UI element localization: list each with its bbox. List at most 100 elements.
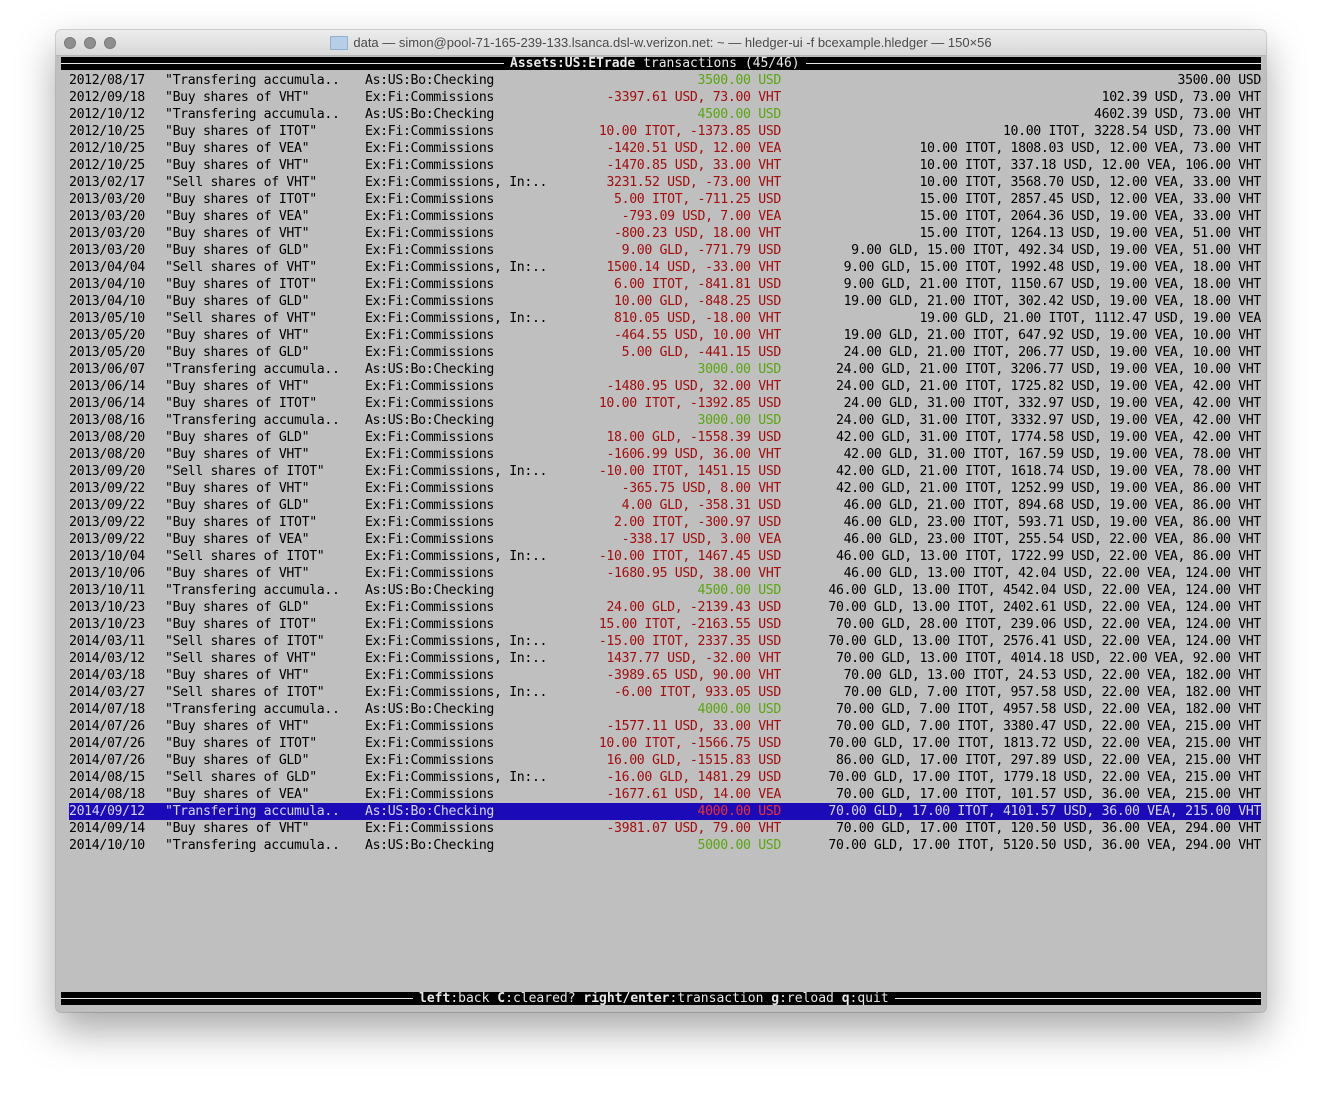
table-row[interactable]: 2012/08/17 "Transfering accumula.. As:US:B…: [61, 72, 1261, 89]
table-row[interactable]: 2013/03/20 "Buy shares of ITOT" Ex:Fi:Comm…: [61, 191, 1261, 208]
row-cells: 2014/10/10 "Transfering accumula.. As:US:B…: [69, 837, 1261, 854]
cell-account: As:US:Bo:Checking: [365, 413, 495, 428]
table-row[interactable]: 2013/04/04 "Sell shares of VHT" Ex:Fi:Comm…: [61, 259, 1261, 276]
table-row[interactable]: 2013/04/10 "Buy shares of GLD" Ex:Fi:Commi…: [61, 293, 1261, 310]
table-row[interactable]: 2013/05/20 "Buy shares of VHT" Ex:Fi:Commi…: [61, 327, 1261, 344]
row-cells: 2013/03/20 "Buy shares of VHT" Ex:Fi:Commi…: [69, 225, 1261, 242]
table-row[interactable]: 2012/10/25 "Buy shares of VHT" Ex:Fi:Commi…: [61, 157, 1261, 174]
table-row[interactable]: 2013/10/23 "Buy shares of ITOT" Ex:Fi:Comm…: [61, 616, 1261, 633]
table-row[interactable]: 2013/10/06 "Buy shares of VHT" Ex:Fi:Commi…: [61, 565, 1261, 582]
table-row[interactable]: 2014/03/18 "Buy shares of VHT" Ex:Fi:Commi…: [61, 667, 1261, 684]
title-bar: data — simon@pool-71-165-239-133.lsanca.…: [56, 30, 1266, 56]
row-cells: 2014/03/12 "Sell shares of VHT" Ex:Fi:Comm…: [69, 650, 1261, 667]
table-row[interactable]: 2013/10/04 "Sell shares of ITOT" Ex:Fi:Com…: [61, 548, 1261, 565]
table-row[interactable]: 2013/05/10 "Sell shares of VHT" Ex:Fi:Comm…: [61, 310, 1261, 327]
table-row[interactable]: 2013/09/22 "Buy shares of ITOT" Ex:Fi:Comm…: [61, 514, 1261, 531]
cell-date: 2013/05/10: [69, 311, 145, 326]
table-row[interactable]: 2013/05/20 "Buy shares of GLD" Ex:Fi:Commi…: [61, 344, 1261, 361]
minimize-button[interactable]: [84, 37, 96, 49]
cell-date: 2013/10/23: [69, 600, 145, 615]
table-row[interactable]: 2013/06/14 "Buy shares of VHT" Ex:Fi:Commi…: [61, 378, 1261, 395]
cell-date: 2013/06/14: [69, 396, 145, 411]
cell-account: Ex:Fi:Commissions: [365, 566, 495, 581]
table-row[interactable]: 2014/07/26 "Buy shares of ITOT" Ex:Fi:Comm…: [61, 735, 1261, 752]
zoom-button[interactable]: [104, 37, 116, 49]
table-row[interactable]: 2013/10/11 "Transfering accumula.. As:US:B…: [61, 582, 1261, 599]
cell-balance: 70.00 GLD, 17.00 ITOT, 5120.50 USD, 36.0…: [828, 838, 1261, 853]
terminal-screen[interactable]: Assets:US:ETrade transactions (45/46) 20…: [61, 57, 1261, 1007]
table-row[interactable]: 2013/09/22 "Buy shares of GLD" Ex:Fi:Commi…: [61, 497, 1261, 514]
cell-amount: 10.00 ITOT, -1566.75 USD: [598, 736, 781, 751]
table-row[interactable]: 2014/03/11 "Sell shares of ITOT" Ex:Fi:Com…: [61, 633, 1261, 650]
close-button[interactable]: [64, 37, 76, 49]
table-row[interactable]: 2013/03/20 "Buy shares of VHT" Ex:Fi:Commi…: [61, 225, 1261, 242]
table-row[interactable]: 2012/10/25 "Buy shares of ITOT" Ex:Fi:Comm…: [61, 123, 1261, 140]
cell-account: Ex:Fi:Commissions: [365, 243, 495, 258]
row-gutter: [61, 565, 69, 582]
cell-date: 2013/08/20: [69, 430, 145, 445]
table-row[interactable]: 2014/07/26 "Buy shares of GLD" Ex:Fi:Commi…: [61, 752, 1261, 769]
table-row[interactable]: 2013/08/16 "Transfering accumula.. As:US:B…: [61, 412, 1261, 429]
table-row[interactable]: 2013/06/14 "Buy shares of ITOT" Ex:Fi:Comm…: [61, 395, 1261, 412]
cell-balance: 46.00 GLD, 21.00 ITOT, 894.68 USD, 19.00…: [843, 498, 1261, 513]
table-row[interactable]: 2013/09/22 "Buy shares of VHT" Ex:Fi:Commi…: [61, 480, 1261, 497]
table-row[interactable]: 2013/02/17 "Sell shares of VHT" Ex:Fi:Comm…: [61, 174, 1261, 191]
cell-account: Ex:Fi:Commissions, In:..: [365, 651, 548, 666]
cell-account: Ex:Fi:Commissions: [365, 736, 495, 751]
row-gutter: [61, 752, 69, 769]
row-cells: 2012/10/12 "Transfering accumula.. As:US:B…: [69, 106, 1261, 123]
cell-account: Ex:Fi:Commissions: [365, 668, 495, 683]
row-gutter: [61, 650, 69, 667]
table-row[interactable]: 2012/10/12 "Transfering accumula.. As:US:B…: [61, 106, 1261, 123]
header-bar: Assets:US:ETrade transactions (45/46): [61, 57, 1261, 70]
table-row[interactable]: 2014/03/12 "Sell shares of VHT" Ex:Fi:Comm…: [61, 650, 1261, 667]
table-row[interactable]: 2012/10/25 "Buy shares of VEA" Ex:Fi:Commi…: [61, 140, 1261, 157]
table-row[interactable]: 2013/03/20 "Buy shares of VEA" Ex:Fi:Commi…: [61, 208, 1261, 225]
table-row[interactable]: 2013/08/20 "Buy shares of GLD" Ex:Fi:Commi…: [61, 429, 1261, 446]
row-gutter: [61, 820, 69, 837]
table-row[interactable]: 2014/03/27 "Sell shares of ITOT" Ex:Fi:Com…: [61, 684, 1261, 701]
table-row[interactable]: 2013/04/10 "Buy shares of ITOT" Ex:Fi:Comm…: [61, 276, 1261, 293]
table-row[interactable]: 2013/10/23 "Buy shares of GLD" Ex:Fi:Commi…: [61, 599, 1261, 616]
row-cells: 2013/10/23 "Buy shares of GLD" Ex:Fi:Commi…: [69, 599, 1261, 616]
cell-date: 2013/04/10: [69, 277, 145, 292]
cell-date: 2012/08/17: [69, 73, 145, 88]
cell-account: As:US:Bo:Checking: [365, 702, 495, 717]
key-action: cleared?: [512, 992, 576, 1005]
table-row[interactable]: 2013/09/22 "Buy shares of VEA" Ex:Fi:Commi…: [61, 531, 1261, 548]
cell-balance: 9.00 GLD, 15.00 ITOT, 492.34 USD, 19.00 …: [851, 243, 1261, 258]
key-name: right/enter: [583, 992, 670, 1005]
table-row[interactable]: 2013/06/07 "Transfering accumula.. As:US:B…: [61, 361, 1261, 378]
row-cells: 2012/10/25 "Buy shares of VEA" Ex:Fi:Commi…: [69, 140, 1261, 157]
table-row[interactable]: 2012/09/18 "Buy shares of VHT" Ex:Fi:Commi…: [61, 89, 1261, 106]
row-gutter: [61, 378, 69, 395]
row-cells: 2013/08/20 "Buy shares of VHT" Ex:Fi:Commi…: [69, 446, 1261, 463]
cell-amount: -365.75 USD, 8.00 VHT: [621, 481, 781, 496]
cell-account: Ex:Fi:Commissions: [365, 379, 495, 394]
cell-balance: 70.00 GLD, 7.00 ITOT, 957.58 USD, 22.00 …: [843, 685, 1261, 700]
row-cells: 2014/08/15 "Sell shares of GLD" Ex:Fi:Comm…: [69, 769, 1261, 786]
table-row[interactable]: 2013/08/20 "Buy shares of VHT" Ex:Fi:Commi…: [61, 446, 1261, 463]
table-row-selected[interactable]: 2014/09/12 "Transfering accumula.. As:US:B…: [61, 803, 1261, 820]
row-cells: 2013/03/20 "Buy shares of VEA" Ex:Fi:Commi…: [69, 208, 1261, 225]
table-row[interactable]: 2014/09/14 "Buy shares of VHT" Ex:Fi:Commi…: [61, 820, 1261, 837]
row-cells: 2013/06/14 "Buy shares of ITOT" Ex:Fi:Comm…: [69, 395, 1261, 412]
cell-date: 2014/08/15: [69, 770, 145, 785]
cell-account: Ex:Fi:Commissions: [365, 787, 495, 802]
cell-account: Ex:Fi:Commissions: [365, 209, 495, 224]
table-row[interactable]: 2014/08/15 "Sell shares of GLD" Ex:Fi:Comm…: [61, 769, 1261, 786]
row-cells: 2013/04/04 "Sell shares of VHT" Ex:Fi:Comm…: [69, 259, 1261, 276]
table-row[interactable]: 2014/07/18 "Transfering accumula.. As:US:B…: [61, 701, 1261, 718]
cell-account: Ex:Fi:Commissions: [365, 447, 495, 462]
table-row[interactable]: 2014/08/18 "Buy shares of VEA" Ex:Fi:Commi…: [61, 786, 1261, 803]
table-row[interactable]: 2014/10/10 "Transfering accumula.. As:US:B…: [61, 837, 1261, 854]
table-row[interactable]: 2014/07/26 "Buy shares of VHT" Ex:Fi:Commi…: [61, 718, 1261, 735]
cell-desc: "Buy shares of GLD": [165, 294, 310, 309]
cell-desc: "Sell shares of VHT": [165, 175, 317, 190]
cell-amount: 810.05 USD, -18.00 VHT: [614, 311, 781, 326]
cell-amount: -800.23 USD, 18.00 VHT: [614, 226, 781, 241]
table-row[interactable]: 2013/03/20 "Buy shares of GLD" Ex:Fi:Commi…: [61, 242, 1261, 259]
transaction-list[interactable]: 2012/08/17 "Transfering accumula.. As:US:B…: [61, 72, 1261, 854]
cell-account: Ex:Fi:Commissions, In:..: [365, 260, 548, 275]
table-row[interactable]: 2013/09/20 "Sell shares of ITOT" Ex:Fi:Com…: [61, 463, 1261, 480]
